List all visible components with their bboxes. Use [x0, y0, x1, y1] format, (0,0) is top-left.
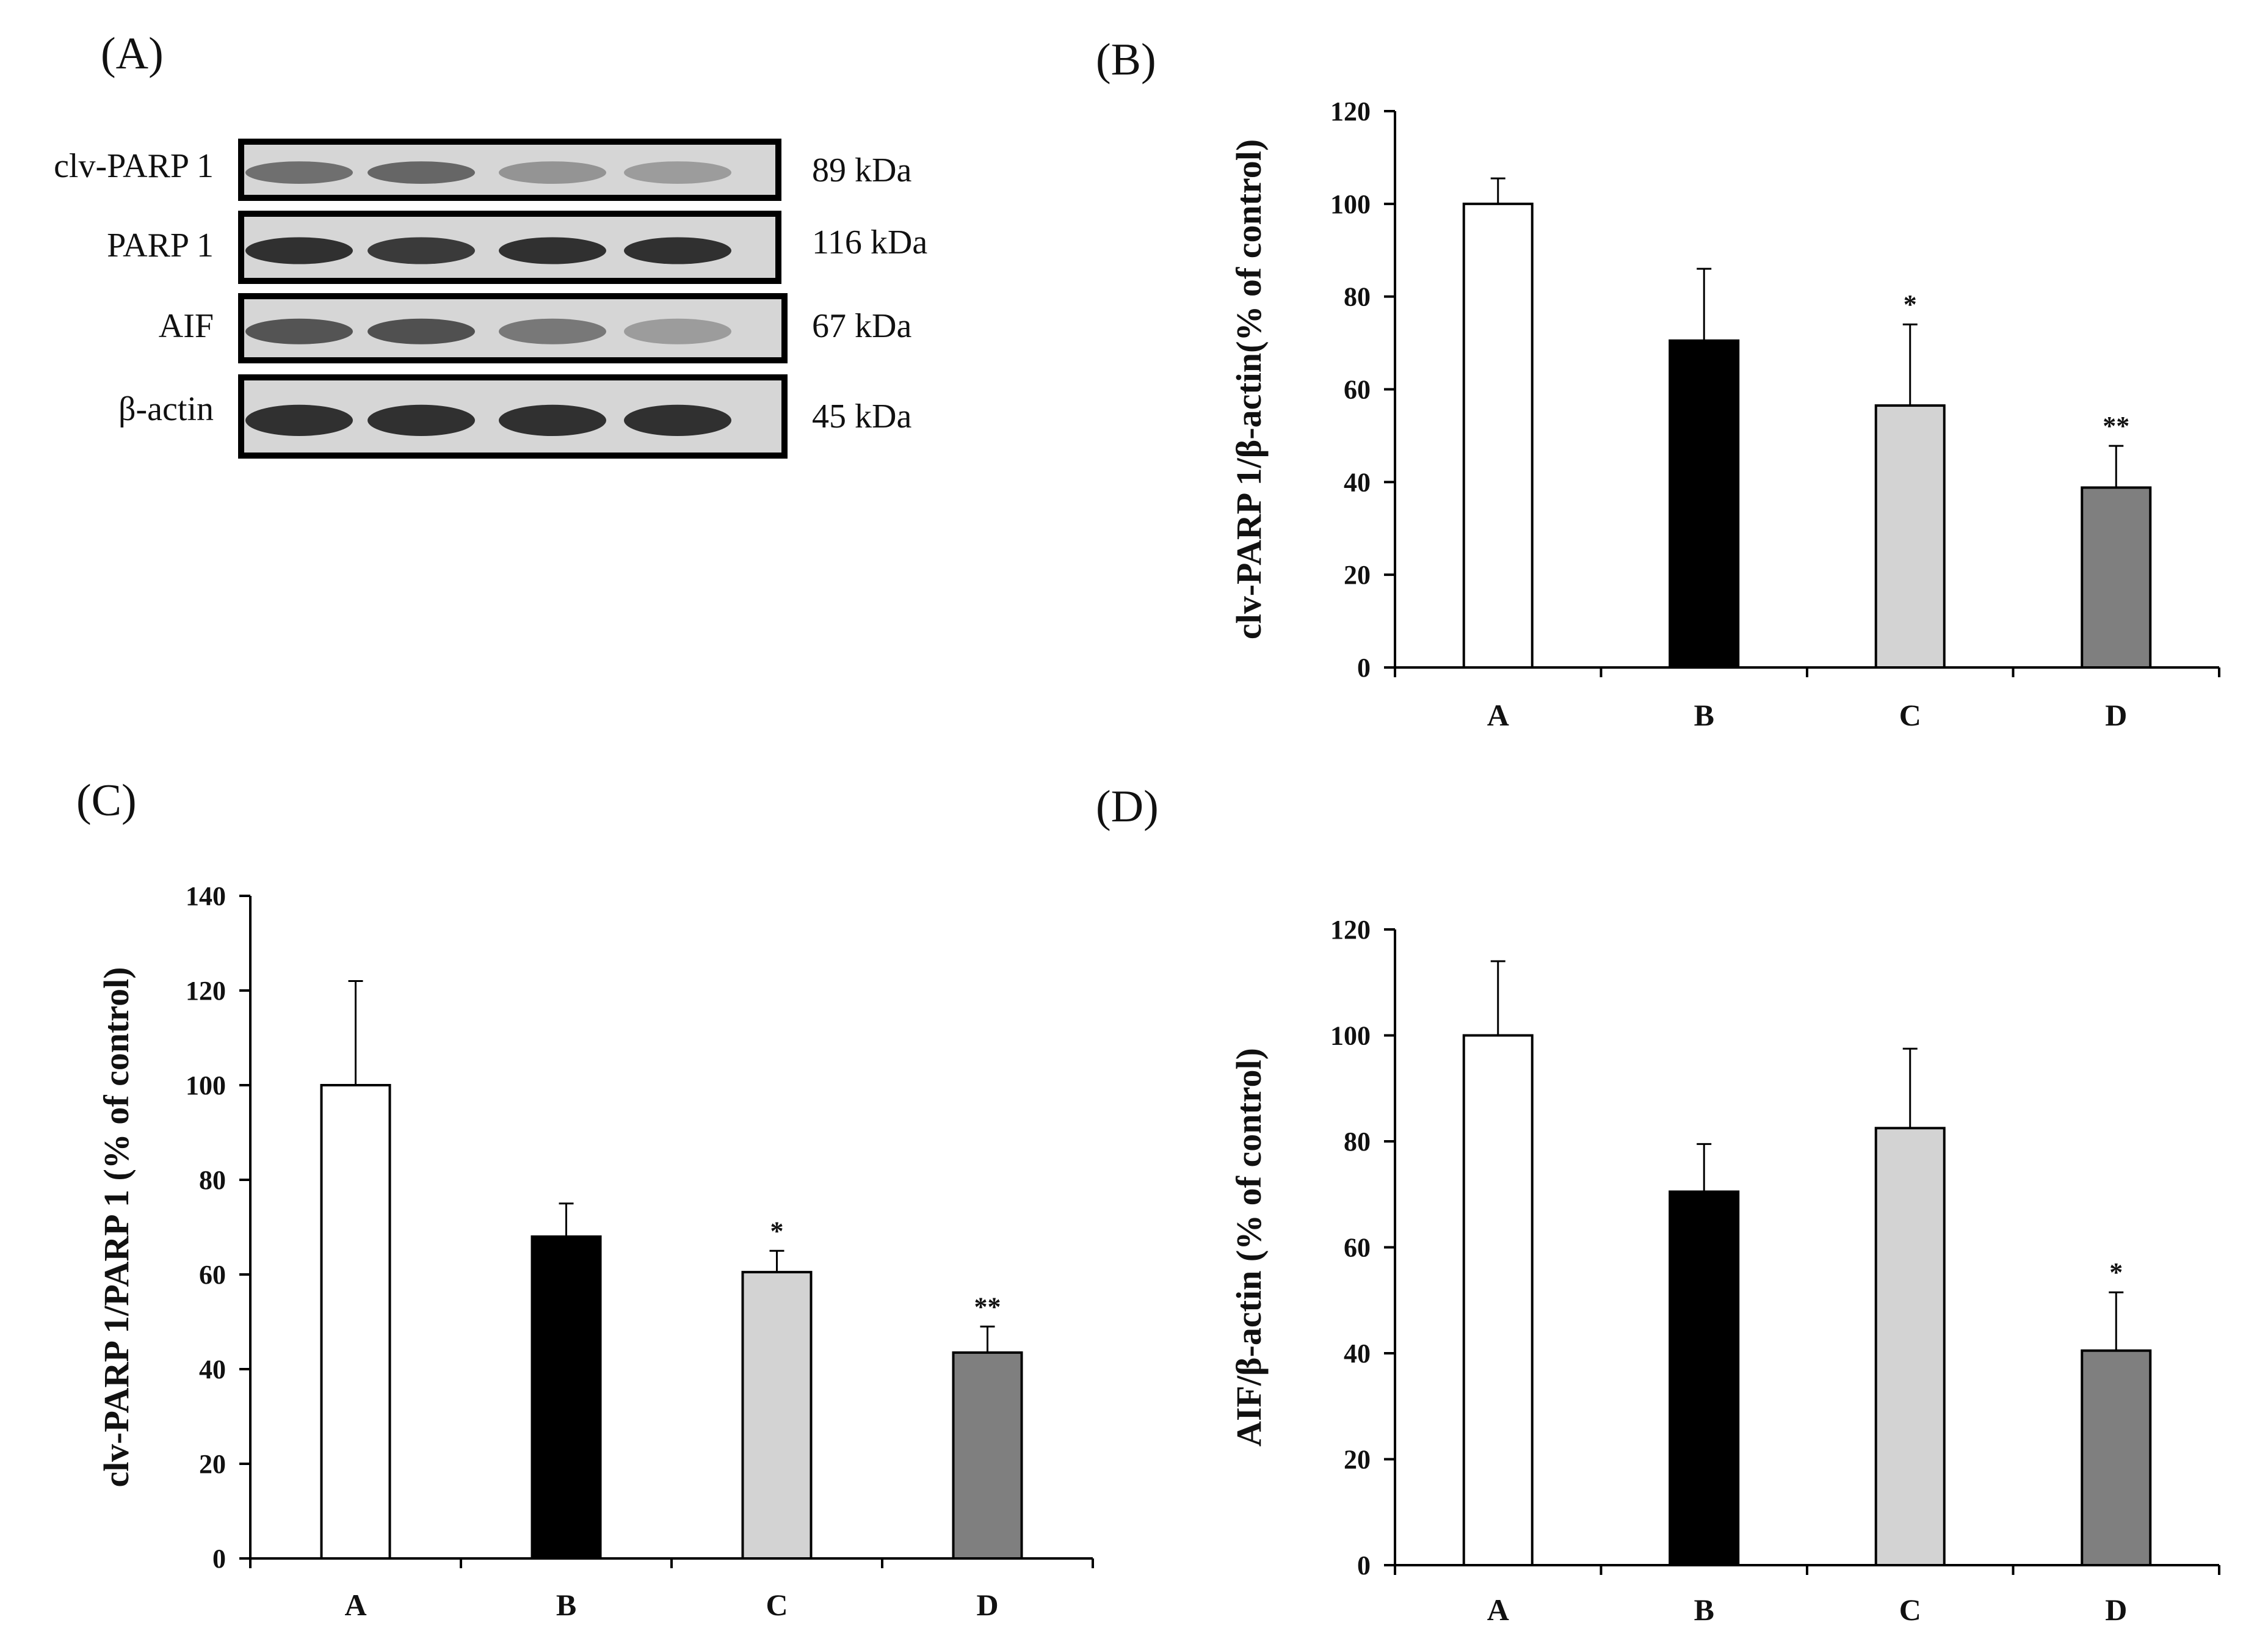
- blot-band: [245, 161, 353, 184]
- x-tick-label: C: [766, 1588, 788, 1622]
- blot-row-label: β-actin: [118, 390, 214, 428]
- blot-row-label: clv-PARP 1: [54, 147, 214, 185]
- y-tick-label: 80: [1344, 282, 1371, 312]
- bar: [1874, 404, 1946, 669]
- x-tick-label: D: [2105, 698, 2127, 732]
- blot-row: β-actin 45 kDa: [118, 374, 911, 459]
- chart-d: (D) 0 20 40 60 80 100 120 AIF/β-actin (% of con…: [1096, 782, 2220, 1627]
- y-tick-label: 0: [212, 1544, 226, 1574]
- y-tick-label: 80: [199, 1165, 226, 1195]
- x-tick-label: B: [1694, 1593, 1714, 1627]
- significance-marker: *: [2109, 1257, 2123, 1287]
- blot-band: [368, 161, 475, 184]
- bar: [952, 1351, 1023, 1560]
- panel-a-label: (A): [101, 29, 164, 79]
- y-tick-label: 60: [199, 1260, 226, 1290]
- y-tick-label: 60: [1344, 1233, 1371, 1263]
- y-tick-label: 20: [1344, 560, 1371, 590]
- y-tick-label: 20: [199, 1449, 226, 1479]
- bar: [1874, 1127, 1946, 1566]
- blot-band: [245, 404, 353, 437]
- x-tick-label: C: [1899, 1593, 1921, 1627]
- blot-row-label: AIF: [159, 307, 214, 345]
- y-tick-label: 0: [1357, 653, 1371, 683]
- y-tick-label: 20: [1344, 1445, 1371, 1475]
- blot-row: clv-PARP 1 89 kDa: [54, 139, 911, 201]
- blot-band: [368, 318, 475, 344]
- y-tick-label: 40: [199, 1354, 226, 1384]
- blot-band: [499, 161, 606, 184]
- blot-row: PARP 1 116 kDa: [107, 211, 927, 284]
- blot-band: [499, 318, 606, 344]
- y-tick-label: 100: [1330, 189, 1371, 219]
- blot-band: [624, 237, 731, 264]
- bar: [1462, 202, 1534, 669]
- significance-marker: **: [974, 1292, 1001, 1322]
- panel-b-label: (B): [1096, 35, 1156, 85]
- y-tick-label: 60: [1344, 375, 1371, 405]
- molecular-weight-label: 116 kDa: [812, 224, 927, 261]
- significance-marker: *: [1904, 289, 1917, 319]
- y-tick-label: 120: [1330, 96, 1371, 126]
- x-tick-label: C: [1899, 698, 1921, 732]
- blot-row: AIF 67 kDa: [159, 293, 911, 363]
- blot-band: [624, 161, 731, 184]
- y-tick-label: 140: [186, 881, 226, 911]
- western-blot-panel: (A) clv-PARP 1 89 kDa PARP 1 116 kDa AIF 67 k…: [54, 29, 927, 459]
- x-tick-label: B: [1694, 698, 1714, 732]
- blot-band: [624, 404, 731, 437]
- bar: [531, 1235, 602, 1560]
- y-tick-label: 40: [1344, 1339, 1371, 1369]
- y-axis-title: clv-PARP 1/β-actin(% of control): [1229, 139, 1269, 639]
- y-tick-label: 100: [186, 1071, 226, 1100]
- molecular-weight-label: 89 kDa: [812, 151, 911, 189]
- bar: [2081, 1349, 2152, 1567]
- blot-band: [624, 318, 731, 344]
- blot-band: [368, 237, 475, 264]
- significance-marker: *: [770, 1216, 784, 1246]
- bar: [1668, 1190, 1740, 1566]
- y-tick-label: 0: [1357, 1551, 1371, 1580]
- x-tick-label: A: [1487, 1593, 1509, 1627]
- blot-band: [245, 318, 353, 344]
- bar: [1462, 1034, 1534, 1566]
- blot-band: [245, 237, 353, 264]
- significance-marker: **: [2103, 411, 2129, 441]
- y-tick-label: 80: [1344, 1127, 1371, 1157]
- chart-c: (C) 0 20 40 60 80 100 120 140 clv-PARP 1/PARP 1 …: [76, 776, 1094, 1622]
- blot-band: [499, 404, 606, 437]
- y-tick-label: 120: [1330, 915, 1371, 945]
- bar: [741, 1271, 813, 1560]
- blot-band: [499, 237, 606, 264]
- x-tick-label: D: [976, 1588, 998, 1622]
- bar: [2081, 486, 2152, 669]
- chart-b: (B) 0 20 40 60 80 100 120 clv-PARP 1/β-actin(% …: [1096, 35, 2220, 732]
- x-tick-label: B: [556, 1588, 576, 1622]
- panel-d-label: (D): [1096, 782, 1159, 832]
- molecular-weight-label: 67 kDa: [812, 307, 911, 345]
- bar: [1668, 339, 1740, 669]
- x-tick-label: A: [1487, 698, 1509, 732]
- y-axis-title: clv-PARP 1/PARP 1 (% of control): [96, 967, 136, 1487]
- y-tick-label: 40: [1344, 467, 1371, 497]
- blot-row-label: PARP 1: [107, 227, 214, 264]
- molecular-weight-label: 45 kDa: [812, 398, 911, 435]
- x-tick-label: D: [2105, 1593, 2127, 1627]
- panel-c-label: (C): [76, 776, 137, 826]
- y-axis-title: AIF/β-actin (% of control): [1229, 1048, 1269, 1447]
- y-tick-label: 100: [1330, 1021, 1371, 1051]
- blot-band: [368, 404, 475, 437]
- x-tick-label: A: [344, 1588, 366, 1622]
- y-tick-label: 120: [186, 976, 226, 1006]
- bar: [320, 1084, 391, 1560]
